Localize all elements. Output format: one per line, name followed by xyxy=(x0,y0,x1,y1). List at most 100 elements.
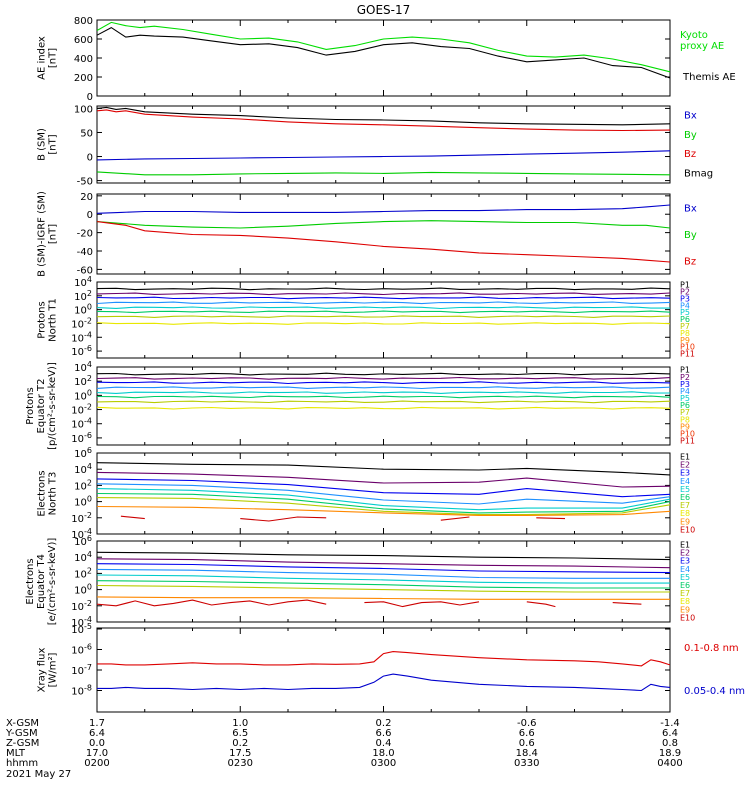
series-line-ae-1 xyxy=(97,26,670,79)
legend-item: P2 xyxy=(680,373,690,382)
x-tick-label: -1.4 xyxy=(660,718,680,729)
x-tick-label: 6.6 xyxy=(376,728,392,739)
x-row-label: Y-GSM xyxy=(5,728,38,739)
x-tick-label: 0400 xyxy=(657,758,682,769)
y-tick-label: -20 xyxy=(77,229,93,240)
y-tick-label: 104 xyxy=(74,550,92,564)
y-axis-label: [nT] xyxy=(48,48,59,68)
series-line-protons1-6 xyxy=(97,315,670,318)
legend-item: E10 xyxy=(680,613,695,622)
panel-frame-xray xyxy=(96,627,671,713)
y-tick-label: -50 xyxy=(77,177,93,188)
series-line-electrons2-7 xyxy=(97,596,670,600)
panel-frame-bsm xyxy=(96,105,671,184)
y-axis-label: Protons xyxy=(25,387,36,424)
series-line-ae-0 xyxy=(97,21,670,73)
series-line-electrons2-3 xyxy=(97,568,670,579)
legend-item: Bx xyxy=(684,111,697,122)
legend-item: E9 xyxy=(680,517,690,526)
series-line-xray-1 xyxy=(97,673,670,692)
y-tick-label: -40 xyxy=(77,247,93,258)
legend-item: E3 xyxy=(680,469,690,478)
legend-item: P11 xyxy=(680,437,695,446)
series-line-electrons1-2 xyxy=(97,478,670,498)
x-tick-label: 0.8 xyxy=(662,738,678,749)
x-tick-label: 0.2 xyxy=(232,738,248,749)
x-tick-label: 0.6 xyxy=(519,738,535,749)
legend-item: P7 xyxy=(680,322,690,331)
legend-item: Kyoto xyxy=(680,30,708,41)
y-tick-label: 102 xyxy=(74,566,92,580)
series-line-electrons1-11 xyxy=(536,517,566,520)
legend-item: E4 xyxy=(680,477,690,486)
series-line-electrons2-2 xyxy=(97,563,670,574)
y-tick-label: 10-2 xyxy=(71,403,92,417)
legend-item: E5 xyxy=(680,573,690,582)
y-axis-label: AE index xyxy=(37,36,48,80)
y-axis-label: [nT] xyxy=(48,224,59,244)
series-line-bsm-1 xyxy=(97,109,670,132)
legend-item: E7 xyxy=(680,589,690,598)
series-line-protons2-2 xyxy=(97,381,670,385)
legend-item: E1 xyxy=(680,540,690,549)
series-line-bsm-3 xyxy=(97,171,670,176)
series-line-electrons2-4 xyxy=(97,574,670,584)
series-line-protons2-5 xyxy=(97,395,670,399)
series-line-electrons1-10 xyxy=(440,516,470,521)
series-line-protons2-7 xyxy=(97,406,670,410)
x-tick-label: 0.4 xyxy=(376,738,392,749)
legend-item: E8 xyxy=(680,509,690,518)
x-tick-label: 1.7 xyxy=(89,718,105,729)
x-tick-label: 18.4 xyxy=(516,748,538,759)
series-line-bigrf-1 xyxy=(97,220,670,229)
y-tick-label: 10-7 xyxy=(71,663,92,677)
legend-item: P6 xyxy=(680,315,690,324)
y-tick-label: 10-6 xyxy=(71,344,92,358)
series-line-bsm-2 xyxy=(97,150,670,161)
y-tick-label: 10-5 xyxy=(71,622,92,636)
legend-item: Bz xyxy=(684,149,696,160)
legend-item: P1 xyxy=(680,366,690,375)
series-line-electrons2-9 xyxy=(364,601,480,608)
y-tick-label: 100 xyxy=(74,388,92,402)
legend-item: P3 xyxy=(680,380,690,389)
y-tick-label: 106 xyxy=(74,446,92,460)
y-tick-label: 102 xyxy=(74,478,92,492)
series-line-electrons2-11 xyxy=(612,602,642,605)
x-tick-label: 6.4 xyxy=(662,728,678,739)
legend-item: P9 xyxy=(680,336,690,345)
x-row-label: Z-GSM xyxy=(6,738,39,749)
y-axis-label: Electrons xyxy=(37,470,48,516)
series-line-protons1-4 xyxy=(97,306,670,310)
y-tick-label: -60 xyxy=(77,265,93,276)
y-axis-label: North T3 xyxy=(48,472,59,516)
x-tick-label: 17.0 xyxy=(86,748,108,759)
y-tick-label: 600 xyxy=(74,35,93,46)
legend-item: E9 xyxy=(680,605,690,614)
series-line-protons2-0 xyxy=(97,372,670,376)
legend-item: P10 xyxy=(680,343,695,352)
y-tick-label: 50 xyxy=(80,128,93,139)
series-line-protons1-7 xyxy=(97,322,670,325)
series-line-protons2-4 xyxy=(97,391,670,394)
legend-item: E2 xyxy=(680,549,690,558)
y-tick-label: 0 xyxy=(87,153,93,164)
y-axis-label: [W/m²] xyxy=(48,652,59,687)
y-tick-label: 10-2 xyxy=(71,316,92,330)
y-tick-label: 102 xyxy=(74,374,92,388)
legend-item: E4 xyxy=(680,565,690,574)
legend-item: P3 xyxy=(680,294,690,303)
y-tick-label: 100 xyxy=(74,104,93,115)
y-tick-label: 100 xyxy=(74,495,92,509)
series-line-protons1-5 xyxy=(97,310,670,314)
legend-item: Bmag xyxy=(684,168,713,179)
y-tick-label: 10-4 xyxy=(71,527,92,541)
y-axis-label: Equator T4 xyxy=(36,554,47,609)
x-row-label: hhmm xyxy=(6,758,38,769)
series-line-electrons1-0 xyxy=(97,462,670,476)
y-tick-label: 200 xyxy=(74,73,93,84)
x-tick-label: 0200 xyxy=(84,758,109,769)
series-line-electrons2-0 xyxy=(97,551,670,561)
y-tick-label: 106 xyxy=(74,534,92,548)
y-tick-label: 0 xyxy=(87,210,93,221)
